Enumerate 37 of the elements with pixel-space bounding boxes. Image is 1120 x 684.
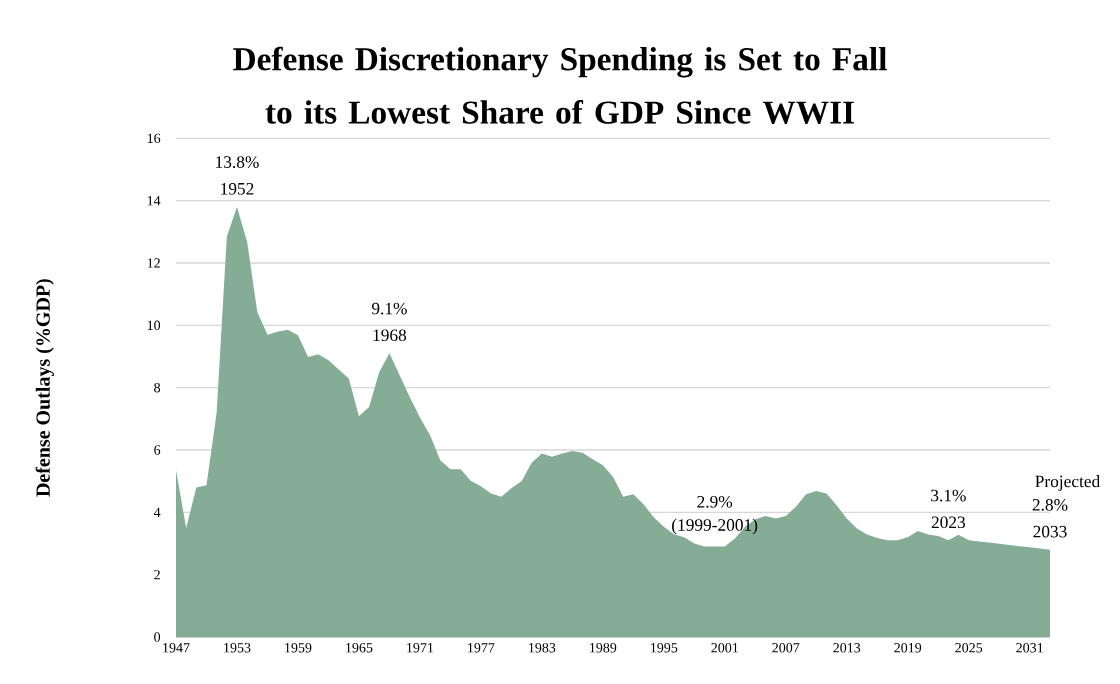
y-tick-label: 6: [154, 445, 161, 455]
y-tick-label: 16: [147, 133, 161, 144]
annotation: Projected: [1035, 475, 1100, 491]
annotation: (1999-2001): [672, 518, 758, 535]
y-tick-label: 14: [147, 196, 161, 206]
annotation: 2023: [931, 516, 966, 529]
x-tick-label: 1971: [407, 643, 434, 653]
x-tick-label: 1959: [285, 643, 312, 653]
y-tick-label: 12: [147, 258, 160, 268]
annotation: 2.9%: [697, 495, 733, 508]
x-tick-label: 1995: [651, 643, 678, 653]
y-tick-label: 2: [154, 570, 160, 580]
x-tick-label: 2013: [833, 643, 861, 653]
annotation: 9.1%: [371, 302, 407, 315]
annotation: 2033: [1033, 525, 1067, 538]
x-tick-label: 2019: [894, 643, 922, 653]
y-tick-label: 4: [153, 507, 161, 517]
annotation: 1952: [221, 182, 254, 195]
x-tick-label: 1983: [529, 643, 556, 653]
y-tick-label: 10: [147, 320, 161, 331]
x-tick-label: 1965: [346, 643, 373, 653]
y-axis-title: Defense Outlays (%GDP): [35, 279, 54, 497]
x-tick-label: 2007: [772, 643, 800, 653]
annotation: 13.8%: [216, 156, 259, 168]
x-tick-label: 2031: [1016, 643, 1043, 653]
y-tick-label: 8: [154, 382, 161, 393]
x-tick-label: 1953: [224, 643, 251, 653]
annotation: 1968: [373, 329, 407, 342]
y-tick-label: 0: [154, 632, 161, 642]
annotation: 2.8%: [1032, 499, 1068, 511]
x-tick-label: 2025: [955, 643, 983, 653]
x-tick-label: 2001: [711, 643, 738, 653]
x-tick-label: 1989: [590, 643, 617, 653]
annotation: 3.1%: [931, 489, 966, 502]
x-tick-label: 1977: [468, 643, 495, 653]
x-tick-label: 1947: [163, 643, 190, 653]
chart-title: Defense Discretionary Spending is Set to Fall to its Lowest Share of GDP Since WWII: [233, 46, 887, 124]
